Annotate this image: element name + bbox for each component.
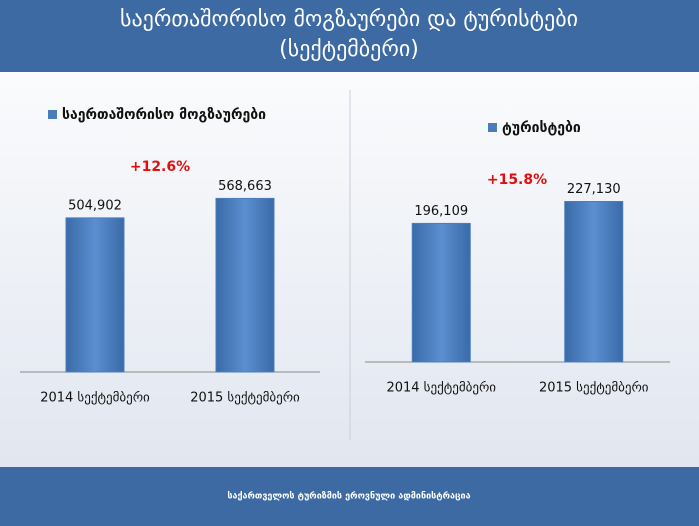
- bar: [215, 197, 275, 373]
- legend-swatch: [488, 123, 497, 132]
- x-tick-label: 2014 სექტემბერი: [40, 391, 150, 406]
- bar: [65, 217, 125, 373]
- annotation: +12.6%: [130, 159, 190, 175]
- legend-label: ტურისტები: [502, 120, 581, 136]
- value-label: 504,902: [68, 198, 122, 213]
- value-label: 568,663: [218, 179, 272, 194]
- value-label: 227,130: [567, 182, 621, 197]
- legend-swatch: [48, 110, 57, 119]
- x-tick-label: 2014 სექტემბერი: [386, 381, 496, 396]
- x-tick-label: 2015 სექტემბერი: [539, 381, 649, 396]
- footer-text: საქართველოს ტურიზმის ეროვნული ადმინისტრა…: [227, 491, 470, 502]
- title: (სექტემბერი): [279, 37, 419, 62]
- title: საერთაშორისო მოგზაურები და ტურისტები: [120, 7, 578, 32]
- x-tick-label: 2015 სექტემბერი: [190, 391, 300, 406]
- legend-label: საერთაშორისო მოგზაურები: [62, 107, 266, 123]
- header-band: [0, 0, 699, 72]
- bar: [564, 200, 624, 363]
- annotation: +15.8%: [487, 172, 547, 188]
- footer-band: [0, 467, 699, 526]
- value-label: 196,109: [414, 204, 468, 219]
- bar: [411, 222, 471, 363]
